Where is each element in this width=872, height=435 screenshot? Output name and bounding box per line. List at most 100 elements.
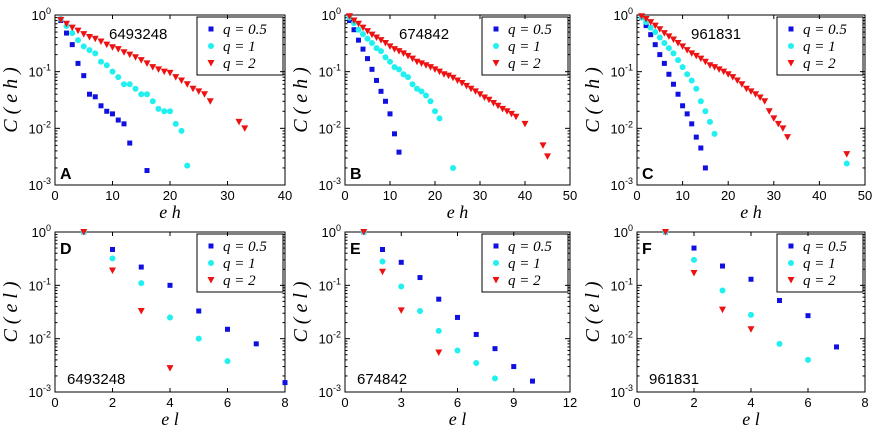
y-tick-label: 10-2 xyxy=(611,330,633,347)
legend-label: q = 0.5 xyxy=(508,239,552,255)
legend-label: q = 2 xyxy=(223,273,256,289)
data-point xyxy=(364,35,371,42)
x-tick-label: 20 xyxy=(163,188,177,203)
data-point xyxy=(666,71,672,77)
data-point xyxy=(195,335,202,342)
legend: q = 0.5q = 1q = 2 xyxy=(776,16,864,76)
data-point xyxy=(656,34,663,41)
data-point xyxy=(87,91,92,97)
data-point xyxy=(765,108,773,115)
data-point xyxy=(189,85,197,93)
y-axis-label: C ( e l ) xyxy=(290,281,312,342)
data-point xyxy=(476,91,484,98)
legend-label: q = 2 xyxy=(803,273,836,289)
legend-box xyxy=(481,16,569,76)
plot-frame xyxy=(636,14,866,186)
data-point xyxy=(688,50,696,57)
x-axis-label: e l xyxy=(161,409,179,429)
legend-marker xyxy=(207,277,215,284)
data-point xyxy=(398,259,404,265)
data-point xyxy=(683,47,691,54)
data-point xyxy=(436,68,443,76)
data-point xyxy=(720,68,728,76)
legend-marker xyxy=(493,43,499,49)
data-point xyxy=(225,326,230,332)
data-point xyxy=(114,46,122,53)
legend-label: q = 2 xyxy=(508,273,541,289)
legend-label: q = 1 xyxy=(508,39,541,55)
data-point xyxy=(679,64,686,71)
data-point xyxy=(715,66,723,73)
y-tick-label: 10-1 xyxy=(29,63,51,80)
data-point xyxy=(172,120,179,127)
panel-d: 0 2 4 6 8 10-3 10-2 10-1 100 C ( e l ) e l D 6493248… xyxy=(0,223,289,429)
x-tick-label: 2 xyxy=(109,395,116,410)
legend-label: q = 1 xyxy=(223,39,256,55)
data-point xyxy=(144,168,150,174)
y-tick-label: 100 xyxy=(32,6,51,23)
data-point xyxy=(409,81,416,88)
data-point xyxy=(155,66,162,73)
data-point xyxy=(643,23,649,29)
y-tick-label: 10-1 xyxy=(29,276,51,293)
data-point xyxy=(834,344,839,350)
data-point xyxy=(693,85,700,92)
y-tick-label: 100 xyxy=(322,6,341,23)
y-tick-label: 10-1 xyxy=(611,276,633,293)
data-point xyxy=(184,162,191,169)
panel-letter: B xyxy=(350,166,362,183)
y-tick-label: 10-1 xyxy=(319,63,341,80)
data-point xyxy=(373,34,380,42)
panel-letter: F xyxy=(642,241,652,258)
data-point xyxy=(719,306,726,314)
dataset-id-label: 961831 xyxy=(691,26,741,43)
data-point xyxy=(359,24,367,32)
data-point xyxy=(360,31,366,38)
x-tick-label: 40 xyxy=(812,188,826,203)
data-point xyxy=(195,88,203,95)
data-point xyxy=(455,314,460,320)
panel-f: 0 2 4 6 8 10-3 10-2 10-1 100 C ( e l ) e l F 961831 q… xyxy=(582,223,869,429)
data-point xyxy=(103,62,110,69)
x-tick-label: 40 xyxy=(518,188,532,203)
data-point xyxy=(400,71,407,78)
legend: q = 0.5q = 1q = 2 xyxy=(481,16,569,76)
y-tick-label: 10-2 xyxy=(611,119,633,136)
data-point xyxy=(409,55,416,63)
legend: q = 0.5q = 1q = 2 xyxy=(481,233,569,293)
data-point xyxy=(97,38,105,46)
data-point xyxy=(383,98,388,104)
legend-box xyxy=(776,233,864,293)
data-point xyxy=(167,108,173,115)
legend-marker xyxy=(208,26,214,32)
dataset-id-label: 961831 xyxy=(649,371,699,388)
data-point xyxy=(379,258,386,265)
data-point xyxy=(662,229,669,236)
data-point xyxy=(398,283,405,290)
data-point xyxy=(379,268,386,276)
data-point xyxy=(63,20,70,28)
data-point xyxy=(684,111,690,117)
y-tick-label: 100 xyxy=(614,6,633,23)
data-point xyxy=(132,85,139,92)
y-axis-label: C ( e l ) xyxy=(582,281,604,342)
data-point xyxy=(126,51,134,59)
data-point xyxy=(167,314,173,321)
data-point xyxy=(454,77,461,84)
data-point xyxy=(400,50,407,57)
data-point xyxy=(652,29,659,36)
data-point xyxy=(711,64,719,71)
data-point xyxy=(427,64,434,71)
data-point xyxy=(473,331,479,337)
legend-box xyxy=(196,16,284,76)
data-point xyxy=(404,52,412,60)
data-point xyxy=(377,37,385,44)
dataset-id-label: 6493248 xyxy=(67,371,125,388)
x-tick-label: 6 xyxy=(454,395,461,410)
data-point xyxy=(684,71,691,78)
data-point xyxy=(224,358,231,365)
data-point xyxy=(779,125,787,132)
x-axis-label: e h xyxy=(159,202,181,222)
data-point xyxy=(391,46,398,53)
data-point xyxy=(688,77,695,84)
